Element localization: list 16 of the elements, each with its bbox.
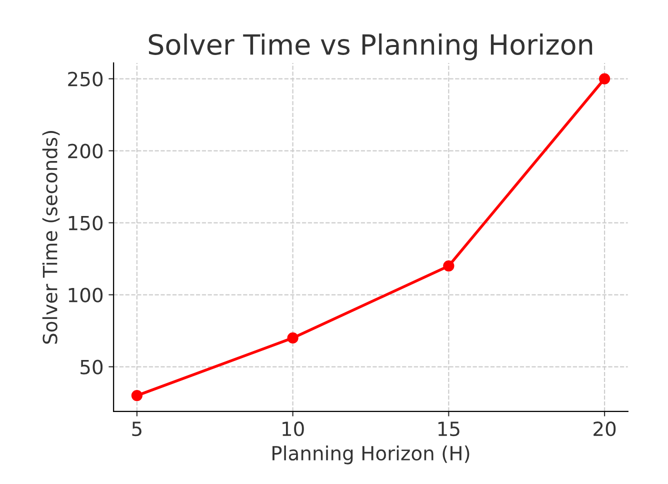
point bbox=[443, 260, 454, 272]
x-tick-label: 20 bbox=[594, 421, 616, 436]
x-tick-label: 15 bbox=[438, 422, 460, 436]
point bbox=[598, 73, 610, 84]
point bbox=[287, 332, 298, 344]
y-tick-label: 200 bbox=[68, 144, 103, 158]
chart-title: Solver Time vs Planning Horizon bbox=[148, 33, 592, 60]
y-tick-label: 150 bbox=[68, 216, 103, 230]
x-tick-label: 5 bbox=[132, 422, 142, 436]
y-tick-label: 100 bbox=[68, 288, 103, 302]
x-tick-label: 10 bbox=[282, 421, 304, 436]
y-tick-label: 50 bbox=[80, 360, 103, 374]
y-tick-label: 250 bbox=[68, 72, 103, 86]
x-axis-title: Planning Horizon (H) bbox=[272, 445, 470, 464]
point bbox=[131, 390, 142, 402]
y-axis-title: Solver Time (seconds) bbox=[42, 130, 60, 344]
